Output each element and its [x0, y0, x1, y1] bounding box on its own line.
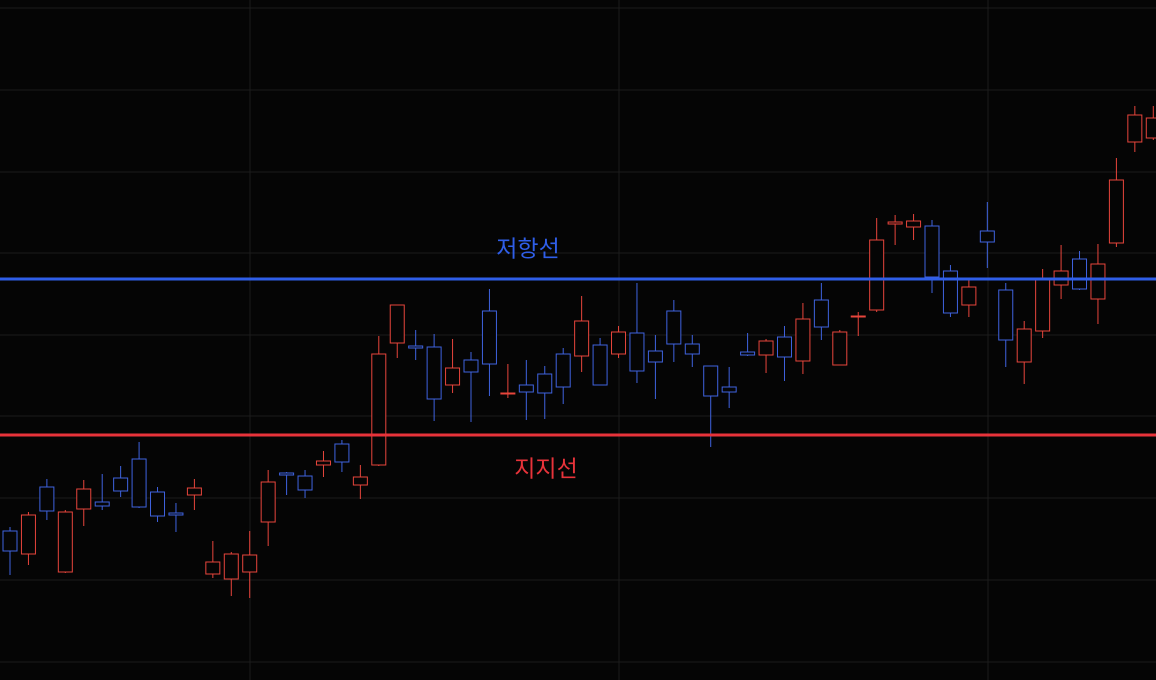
candle-body [500, 392, 516, 395]
candle-body [371, 353, 387, 466]
candle-body [408, 345, 424, 349]
candle-body [150, 491, 166, 517]
candle-body [703, 365, 719, 397]
candle-body [297, 475, 313, 491]
candle-body [832, 331, 848, 366]
candle-body [942, 270, 958, 314]
candle-body [1090, 263, 1106, 300]
candle-body [574, 320, 590, 357]
candle-body [131, 458, 147, 508]
candle-body [1145, 117, 1156, 139]
candle-body [887, 221, 903, 225]
candle-body [315, 460, 331, 466]
candle-body [1035, 278, 1051, 332]
candle-body [1016, 328, 1032, 363]
candle-body [279, 472, 295, 476]
level-label: 저항선 [496, 237, 559, 263]
candle-body [445, 367, 461, 386]
candle-body [592, 344, 608, 386]
candle-body [426, 346, 442, 400]
candle-body [1127, 114, 1143, 143]
candle-body [850, 315, 866, 318]
level-label: 지지선 [514, 457, 577, 483]
candle-body [1108, 179, 1124, 244]
candle-body [352, 476, 368, 486]
candle-body [924, 225, 940, 278]
candle-body [721, 386, 737, 393]
candle-body [463, 359, 479, 373]
candle-body [334, 443, 350, 463]
candle-body [39, 486, 55, 512]
candle-body [76, 488, 92, 510]
candle-body [740, 351, 756, 356]
candle-body [869, 239, 885, 311]
candle-body [260, 481, 276, 523]
candle-body [666, 310, 682, 345]
candle-body [186, 487, 202, 496]
candle-body [20, 514, 36, 555]
candle-body [758, 340, 774, 356]
candle-body [518, 384, 534, 393]
candle-body [961, 286, 977, 306]
candle-body [223, 553, 239, 580]
candle-body [647, 350, 663, 363]
candle-body [168, 512, 184, 516]
candle-body [2, 530, 18, 552]
candle-body [629, 332, 645, 372]
candle-body [555, 353, 571, 388]
candle-body [813, 299, 829, 328]
candle-body [795, 318, 811, 362]
candle-body [1072, 258, 1088, 290]
candle-body [57, 511, 73, 573]
candle-body [113, 477, 129, 492]
candle-body [94, 501, 110, 507]
candle-body [389, 304, 405, 344]
candle-body [979, 230, 995, 243]
candle-body [998, 289, 1014, 341]
candle-body [481, 310, 497, 365]
candle-body [242, 554, 258, 573]
candle-body [611, 331, 627, 355]
candle-body [684, 343, 700, 355]
candle-body [776, 336, 792, 358]
candle-body [537, 373, 553, 394]
candle-body [906, 220, 922, 228]
candle-body [205, 561, 221, 575]
